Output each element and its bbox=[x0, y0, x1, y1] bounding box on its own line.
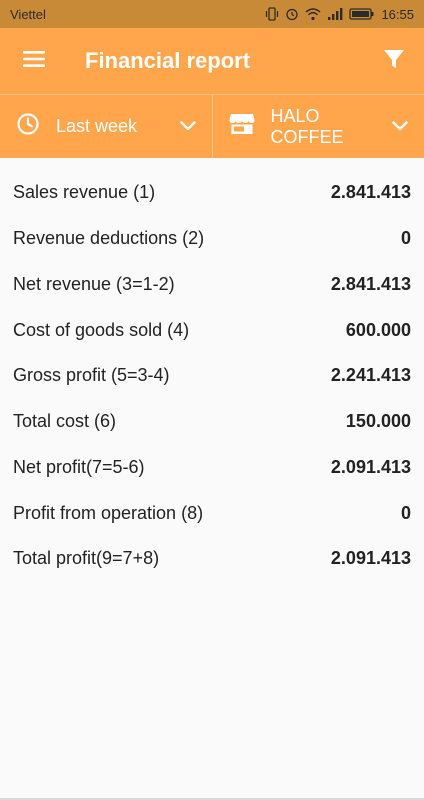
report-row-net-profit: Net profit(7=5-6) 2.091.413 bbox=[0, 445, 424, 491]
period-dropdown[interactable]: Last week bbox=[0, 95, 212, 158]
menu-icon bbox=[23, 50, 45, 73]
row-label: Total cost (6) bbox=[13, 411, 117, 432]
carrier-name: Viettel bbox=[10, 6, 46, 22]
signal-icon bbox=[327, 7, 343, 21]
battery-icon bbox=[349, 7, 375, 21]
store-icon bbox=[229, 113, 255, 140]
vibrate-icon bbox=[265, 7, 279, 21]
bottom-divider bbox=[0, 798, 424, 800]
row-label: Net revenue (3=1-2) bbox=[13, 273, 175, 294]
page-title: Financial report bbox=[85, 48, 251, 73]
chevron-down-icon bbox=[179, 118, 196, 136]
report-row-total-profit: Total profit(9=7+8) 2.091.413 bbox=[0, 536, 424, 582]
row-value: 600.000 bbox=[345, 319, 411, 340]
row-value: 2.091.413 bbox=[330, 548, 411, 569]
row-value: 2.091.413 bbox=[330, 456, 411, 477]
row-value: 2.241.413 bbox=[330, 365, 411, 386]
row-value: 0 bbox=[400, 502, 411, 523]
report-row-gross-profit: Gross profit (5=3-4) 2.241.413 bbox=[0, 353, 424, 399]
row-value: 2.841.413 bbox=[330, 182, 411, 203]
wifi-icon bbox=[305, 7, 321, 21]
clock-time: 16:55 bbox=[381, 6, 414, 22]
row-label: Revenue deductions (2) bbox=[13, 228, 205, 249]
report-row-total-cost: Total cost (6) 150.000 bbox=[0, 399, 424, 445]
row-value: 150.000 bbox=[345, 411, 411, 432]
row-label: Net profit(7=5-6) bbox=[13, 456, 145, 477]
report-row-sales-revenue: Sales revenue (1) 2.841.413 bbox=[0, 170, 424, 216]
chevron-down-icon bbox=[392, 118, 408, 136]
status-bar: Viettel 16:55 bbox=[0, 0, 424, 28]
row-label: Gross profit (5=3-4) bbox=[13, 365, 170, 386]
report-list: Sales revenue (1) 2.841.413 Revenue dedu… bbox=[0, 170, 424, 582]
report-row-revenue-deductions: Revenue deductions (2) 0 bbox=[0, 216, 424, 262]
row-value: 2.841.413 bbox=[330, 273, 411, 294]
alarm-icon bbox=[285, 7, 299, 21]
filter-row: Last week HALO COFFEE bbox=[0, 94, 424, 158]
report-row-net-revenue: Net revenue (3=1-2) 2.841.413 bbox=[0, 262, 424, 308]
menu-button[interactable] bbox=[0, 28, 68, 94]
store-dropdown[interactable]: HALO COFFEE bbox=[211, 95, 424, 158]
app-bar: Financial report bbox=[0, 28, 424, 94]
store-label: HALO COFFEE bbox=[270, 105, 344, 147]
filter-button[interactable] bbox=[364, 28, 424, 94]
report-row-profit-from-operation: Profit from operation (8) 0 bbox=[0, 490, 424, 536]
row-label: Sales revenue (1) bbox=[13, 182, 156, 203]
filter-icon bbox=[384, 49, 404, 74]
period-label: Last week bbox=[56, 116, 138, 136]
status-icons: 16:55 bbox=[265, 7, 414, 22]
clock-icon bbox=[16, 112, 40, 141]
report-row-cost-of-goods-sold: Cost of goods sold (4) 600.000 bbox=[0, 307, 424, 353]
row-value: 0 bbox=[400, 228, 411, 249]
row-label: Cost of goods sold (4) bbox=[13, 319, 190, 340]
row-label: Total profit(9=7+8) bbox=[13, 548, 160, 569]
row-label: Profit from operation (8) bbox=[13, 502, 204, 523]
